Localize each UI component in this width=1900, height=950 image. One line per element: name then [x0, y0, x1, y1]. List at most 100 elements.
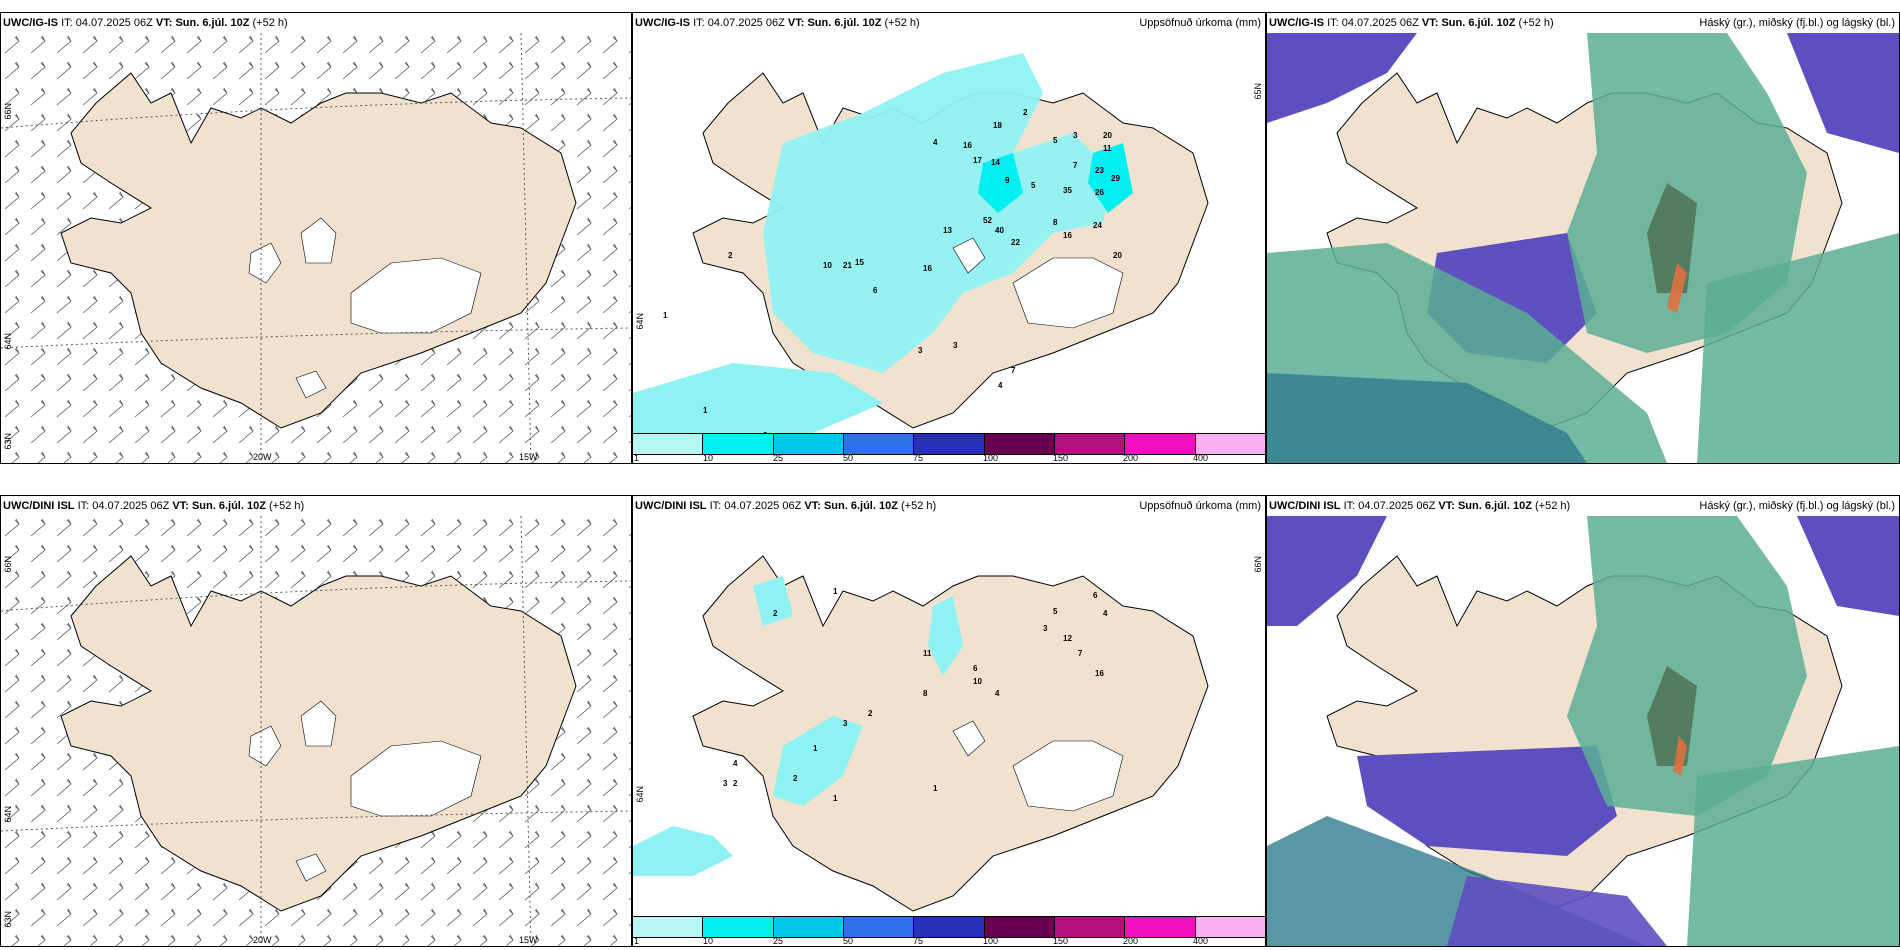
- precip-value: 26: [1095, 188, 1104, 197]
- precip-value: 24: [1093, 221, 1102, 230]
- cloud-title: Háský (gr.), miðský (fj.bl.) og lágský (…: [1699, 500, 1895, 512]
- colorbar-segment: [1195, 434, 1265, 454]
- mid-cloud: [1357, 746, 1617, 856]
- precip-value: 4: [733, 759, 738, 768]
- precip-value: 13: [943, 226, 952, 235]
- precip-value: 11: [1103, 144, 1112, 153]
- precip-value: 2: [793, 774, 798, 783]
- convective-core: [1673, 736, 1687, 776]
- colorbar-label: 150: [1053, 936, 1069, 946]
- precip-value: 18: [993, 121, 1002, 130]
- glacier-vatnajokull: [1012, 257, 1124, 329]
- precip-colorbar: [633, 433, 1265, 455]
- colorbar-label: 100: [983, 936, 999, 946]
- precip-area: [633, 363, 883, 433]
- colorbar-segment: [703, 917, 774, 937]
- precip-value: 1: [833, 794, 838, 803]
- lon-label: 20W: [253, 935, 272, 945]
- colorbar-segment: [1125, 917, 1196, 937]
- precip-value: 1: [833, 587, 838, 596]
- wind-map: [1, 516, 631, 946]
- precip-value: 11: [923, 649, 932, 658]
- glacier-vatnajokull: [1012, 740, 1124, 812]
- lon-label: 15W: [519, 935, 538, 945]
- panel-header: UWC/IG-IS IT: 04.07.2025 06Z VT: Sun. 6.…: [633, 13, 1265, 33]
- precip-value: 7: [1078, 649, 1083, 658]
- panel-header: UWC/IG-IS IT: 04.07.2025 06Z VT: Sun. 6.…: [1267, 13, 1899, 33]
- colorbar-label: 1: [634, 936, 640, 946]
- colorbar-label: 75: [913, 453, 924, 463]
- cloud-panel-dini: UWC/DINI ISL IT: 04.07.2025 06Z VT: Sun.…: [1266, 495, 1900, 947]
- colorbar-label: 400: [1193, 453, 1209, 463]
- high-cloud: [1687, 746, 1899, 946]
- lat-label: 63N: [3, 911, 13, 928]
- lat-label: 65N: [1253, 83, 1263, 100]
- precip-area: [978, 153, 1023, 213]
- colorbar-segment: [773, 434, 844, 454]
- precip-value: 4: [998, 381, 1003, 390]
- precip-value: 3: [1043, 624, 1048, 633]
- glacier-vatnajokull: [350, 740, 482, 817]
- lat-label: 66N: [1253, 556, 1263, 573]
- glacier-myrdalsjokull: [295, 370, 327, 399]
- precip-value: 12: [1063, 634, 1072, 643]
- low-cloud: [1267, 373, 1587, 463]
- precip-value: 2: [773, 609, 778, 618]
- mid-cloud: [1267, 516, 1387, 626]
- colorbar-segment: [703, 434, 774, 454]
- colorbar-segment: [633, 434, 704, 454]
- glacier-langjokull: [300, 700, 337, 747]
- precip-value: 20: [1113, 251, 1122, 260]
- iceland-land: [692, 555, 1209, 912]
- precip-value: 1: [703, 406, 708, 415]
- panel-header: UWC/IG-IS IT: 04.07.2025 06Z VT: Sun. 6.…: [3, 17, 288, 29]
- mid-cloud: [1447, 876, 1667, 946]
- lat-label: 64N: [3, 806, 13, 823]
- precip-value: 21: [843, 261, 852, 270]
- precip-value: 4: [1103, 609, 1108, 618]
- wind-map: [1, 33, 631, 463]
- colorbar-label: 400: [1193, 936, 1209, 946]
- wind-panel-dini: UWC/DINI ISL IT: 04.07.2025 06Z VT: Sun.…: [0, 495, 632, 947]
- lat-label: 66N: [3, 103, 13, 120]
- lat-label: 64N: [635, 786, 645, 803]
- precip-map: 2 1 6 4 5 3 12 7 11 16 6 10 4 8 2 3 1 1 …: [633, 555, 1209, 912]
- glacier-langjokull: [300, 217, 337, 264]
- precip-value: 3: [843, 719, 848, 728]
- lat-label: 64N: [635, 313, 645, 330]
- precip-value: 3: [723, 779, 728, 788]
- precip-area: [763, 53, 1113, 373]
- precip-value: 17: [973, 156, 982, 165]
- precip-area: [1088, 143, 1133, 213]
- precip-value: 2: [1023, 108, 1028, 117]
- colorbar-label: 200: [1123, 453, 1139, 463]
- colorbar-segment: [1125, 434, 1196, 454]
- cloud-map: [1267, 516, 1899, 946]
- precip-value: 3: [953, 341, 958, 350]
- colorbar-segment: [914, 434, 985, 454]
- colorbar-labels: 1 10 25 50 75 100 150 200 400: [633, 453, 1265, 463]
- lon-label: 15W: [519, 452, 538, 462]
- dense-cloud: [1647, 666, 1697, 766]
- cloud-map: [1267, 33, 1899, 463]
- glacier-hofsjokull: [248, 725, 282, 767]
- precip-area: [773, 716, 863, 806]
- precip-value: 2: [763, 431, 768, 433]
- precip-value: 7: [1011, 366, 1016, 375]
- precip-value: 10: [823, 261, 832, 270]
- colorbar-segment: [773, 917, 844, 937]
- panel-header: UWC/DINI ISL IT: 04.07.2025 06Z VT: Sun.…: [1267, 496, 1899, 516]
- precip-value: 2: [728, 251, 733, 260]
- colorbar-label: 75: [913, 936, 924, 946]
- wind-panel-igis: UWC/IG-IS IT: 04.07.2025 06Z VT: Sun. 6.…: [0, 12, 632, 464]
- precip-value: 16: [1063, 231, 1072, 240]
- precip-value: 1: [813, 744, 818, 753]
- precip-value: 6: [1093, 591, 1098, 600]
- colorbar-segment: [843, 917, 915, 937]
- precip-value: 5: [1053, 136, 1058, 145]
- dense-cloud: [1647, 183, 1697, 293]
- high-cloud: [1567, 516, 1807, 816]
- colorbar-segment: [1054, 434, 1126, 454]
- colorbar-segment: [984, 917, 1055, 937]
- precip-value: 20: [1103, 131, 1112, 140]
